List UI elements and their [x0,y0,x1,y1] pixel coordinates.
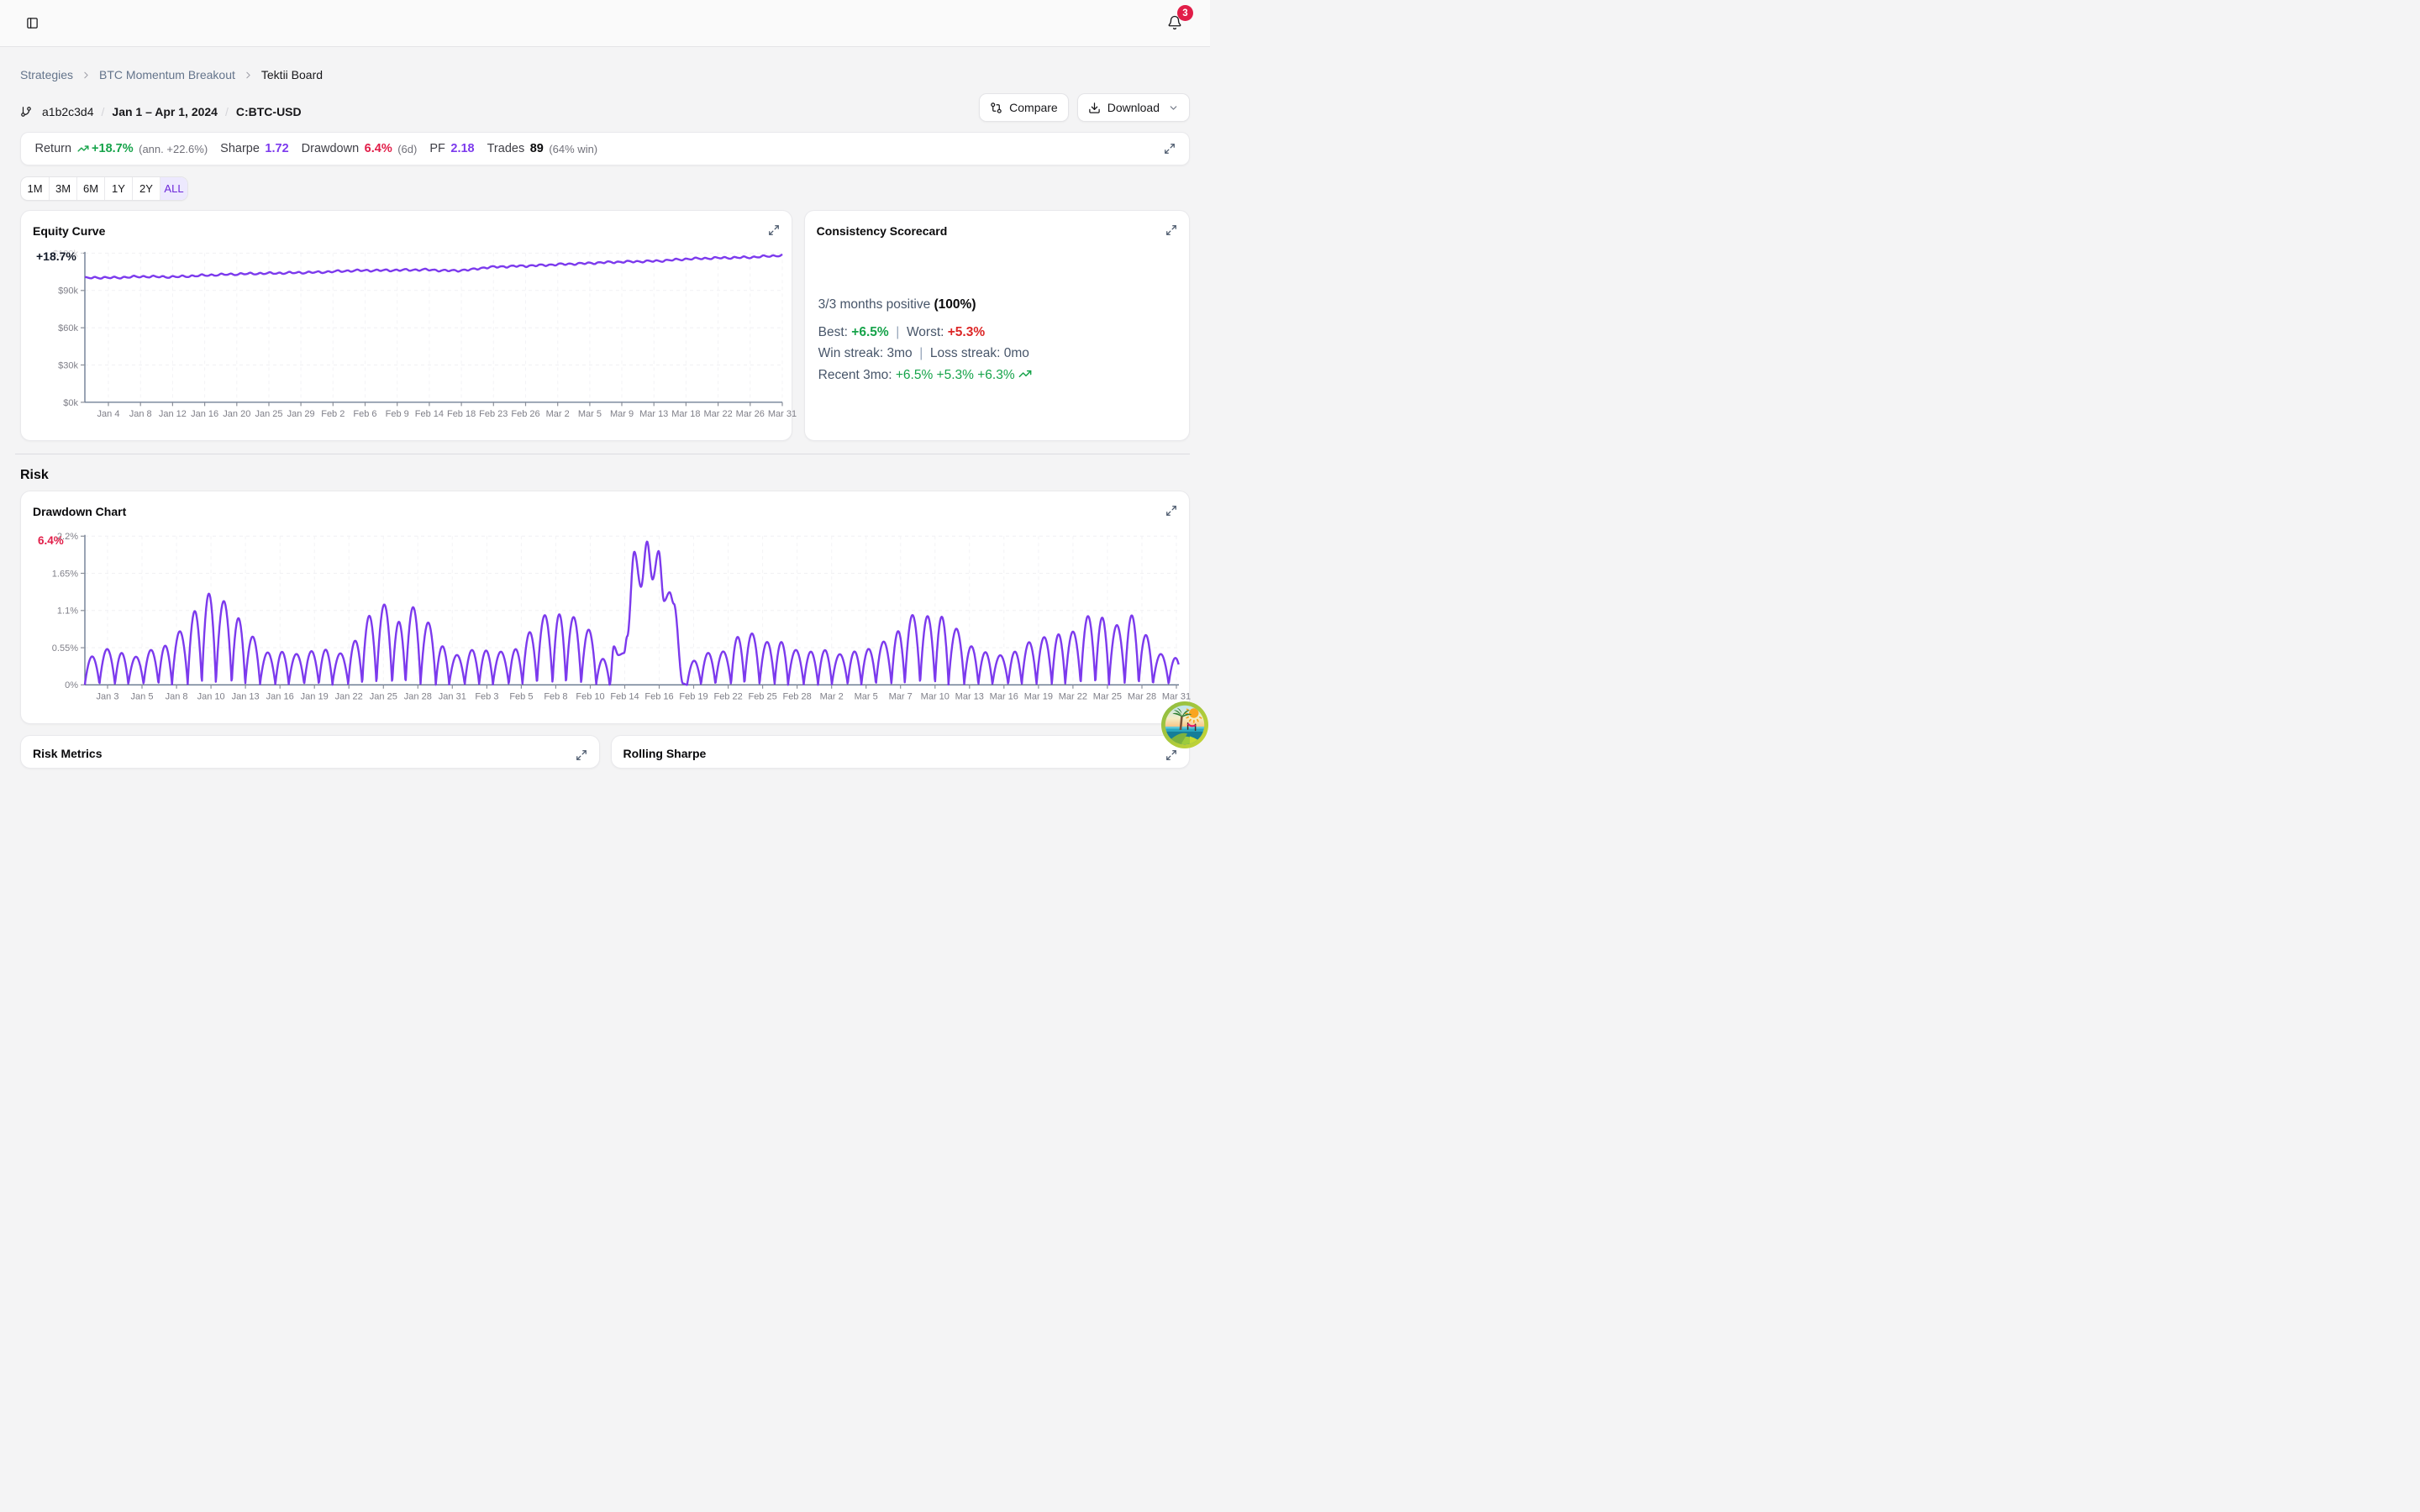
svg-text:Jan 29: Jan 29 [287,409,315,419]
svg-text:Mar 5: Mar 5 [855,691,878,701]
svg-text:Mar 10: Mar 10 [921,691,950,701]
svg-text:Jan 28: Jan 28 [404,691,432,701]
svg-text:Mar 13: Mar 13 [639,409,668,419]
svg-text:Mar 28: Mar 28 [1128,691,1156,701]
svg-text:Mar 5: Mar 5 [578,409,602,419]
svg-text:Jan 16: Jan 16 [266,691,294,701]
svg-text:Mar 22: Mar 22 [1059,691,1087,701]
svg-text:Mar 7: Mar 7 [889,691,913,701]
svg-text:Jan 13: Jan 13 [232,691,260,701]
svg-text:Mar 13: Mar 13 [955,691,984,701]
svg-text:2.2%: 2.2% [57,532,78,542]
svg-text:Feb 25: Feb 25 [748,691,776,701]
svg-text:Jan 8: Jan 8 [129,409,152,419]
svg-text:Jan 5: Jan 5 [131,691,154,701]
svg-text:Mar 31: Mar 31 [768,409,797,419]
svg-text:Jan 31: Jan 31 [439,691,466,701]
svg-text:Mar 16: Mar 16 [990,691,1018,701]
svg-text:Jan 20: Jan 20 [223,409,250,419]
svg-text:Feb 14: Feb 14 [415,409,444,419]
svg-text:Jan 12: Jan 12 [159,409,187,419]
svg-text:Feb 5: Feb 5 [509,691,533,701]
svg-text:Jan 25: Jan 25 [370,691,397,701]
svg-text:Jan 3: Jan 3 [97,691,119,701]
svg-text:Jan 19: Jan 19 [301,691,329,701]
svg-text:Jan 22: Jan 22 [335,691,363,701]
svg-text:Mar 9: Mar 9 [610,409,634,419]
svg-text:Feb 10: Feb 10 [576,691,604,701]
svg-text:Feb 3: Feb 3 [475,691,498,701]
svg-text:Feb 19: Feb 19 [679,691,708,701]
svg-text:Feb 22: Feb 22 [713,691,742,701]
svg-text:0%: 0% [65,680,78,690]
svg-text:Feb 9: Feb 9 [386,409,409,419]
svg-text:Feb 23: Feb 23 [479,409,508,419]
svg-text:Jan 16: Jan 16 [191,409,218,419]
svg-text:Feb 2: Feb 2 [321,409,345,419]
svg-text:Mar 25: Mar 25 [1093,691,1122,701]
svg-text:Mar 2: Mar 2 [820,691,844,701]
svg-text:Feb 18: Feb 18 [447,409,476,419]
svg-text:$60k: $60k [58,323,78,333]
svg-text:Mar 2: Mar 2 [546,409,570,419]
svg-text:Jan 8: Jan 8 [166,691,188,701]
svg-text:$90k: $90k [58,286,78,297]
svg-text:$0k: $0k [63,398,78,408]
svg-text:Jan 4: Jan 4 [97,409,120,419]
svg-text:Feb 28: Feb 28 [782,691,811,701]
svg-text:Feb 6: Feb 6 [353,409,376,419]
svg-text:1.65%: 1.65% [52,570,78,580]
svg-text:Jan 10: Jan 10 [197,691,225,701]
svg-text:Feb 14: Feb 14 [610,691,639,701]
svg-text:Mar 18: Mar 18 [671,409,700,419]
svg-text:Mar 26: Mar 26 [736,409,765,419]
svg-text:Feb 16: Feb 16 [644,691,673,701]
svg-text:$30k: $30k [58,360,78,370]
svg-text:Mar 22: Mar 22 [703,409,732,419]
svg-text:Feb 26: Feb 26 [511,409,539,419]
svg-text:1.1%: 1.1% [57,606,78,617]
svg-text:0.55%: 0.55% [52,643,78,654]
svg-text:Feb 8: Feb 8 [544,691,567,701]
svg-text:Mar 31: Mar 31 [1162,691,1191,701]
svg-text:Mar 19: Mar 19 [1024,691,1053,701]
svg-text:Jan 25: Jan 25 [255,409,282,419]
